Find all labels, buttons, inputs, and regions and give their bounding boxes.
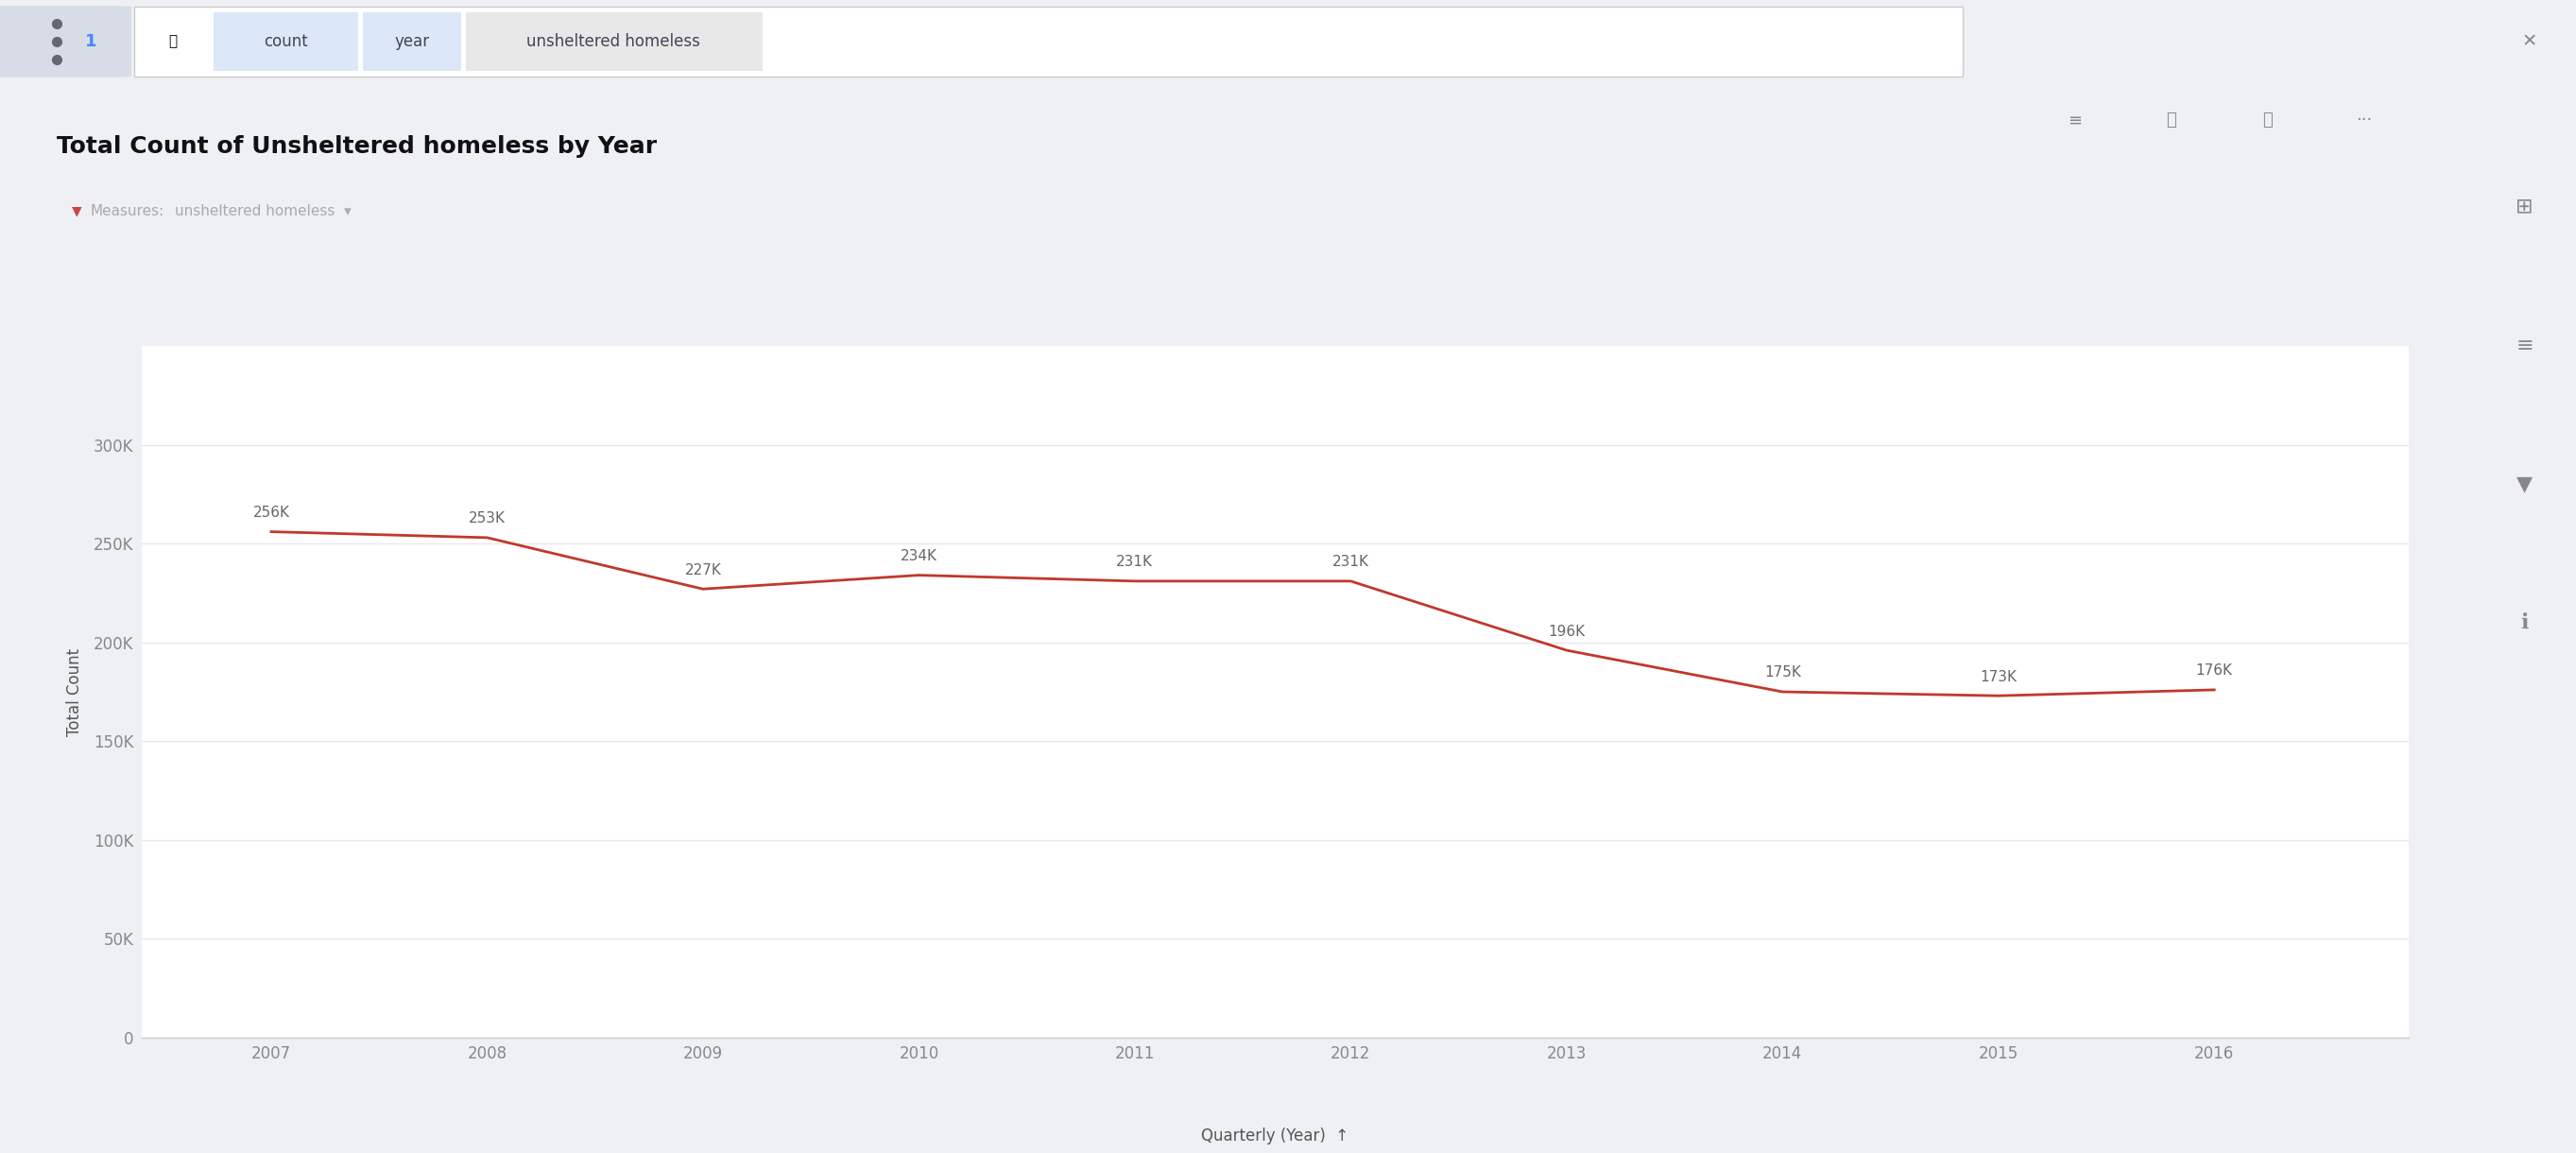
Text: ▼: ▼ <box>2517 475 2532 493</box>
Text: 253K: 253K <box>469 512 505 526</box>
Text: 📈: 📈 <box>2166 112 2177 129</box>
Text: 176K: 176K <box>2195 664 2233 678</box>
FancyBboxPatch shape <box>214 13 358 70</box>
Text: ···: ··· <box>2357 112 2372 129</box>
Text: 227K: 227K <box>685 563 721 578</box>
Y-axis label: Total Count: Total Count <box>67 648 82 736</box>
Text: 256K: 256K <box>252 506 289 520</box>
Text: Quarterly (Year)  ↑: Quarterly (Year) ↑ <box>1200 1128 1350 1145</box>
Text: ≡: ≡ <box>2517 337 2532 355</box>
Text: unsheltered homeless  ▾: unsheltered homeless ▾ <box>175 204 353 218</box>
Text: ℹ: ℹ <box>2519 613 2530 632</box>
Text: year: year <box>394 33 430 50</box>
Text: ≡: ≡ <box>2069 112 2081 129</box>
Text: 234K: 234K <box>902 549 938 564</box>
Text: 196K: 196K <box>1548 624 1584 639</box>
Text: 173K: 173K <box>1981 670 2017 684</box>
Text: 231K: 231K <box>1332 555 1368 570</box>
Text: 1: 1 <box>85 33 98 50</box>
FancyBboxPatch shape <box>466 13 762 70</box>
Text: 🔍: 🔍 <box>167 35 178 48</box>
FancyBboxPatch shape <box>363 13 461 70</box>
Text: Measures:: Measures: <box>90 204 165 218</box>
Text: ⊞: ⊞ <box>2517 198 2532 217</box>
Text: 📌: 📌 <box>2262 112 2272 129</box>
Text: count: count <box>263 33 309 50</box>
Text: 175K: 175K <box>1765 665 1801 680</box>
Text: unsheltered homeless: unsheltered homeless <box>526 33 701 50</box>
FancyBboxPatch shape <box>0 6 131 77</box>
Text: ✕: ✕ <box>2522 32 2537 51</box>
FancyBboxPatch shape <box>134 7 1963 76</box>
Text: Total Count of Unsheltered homeless by Year: Total Count of Unsheltered homeless by Y… <box>57 135 657 158</box>
Text: ▼: ▼ <box>72 204 82 217</box>
Text: 231K: 231K <box>1115 555 1154 570</box>
